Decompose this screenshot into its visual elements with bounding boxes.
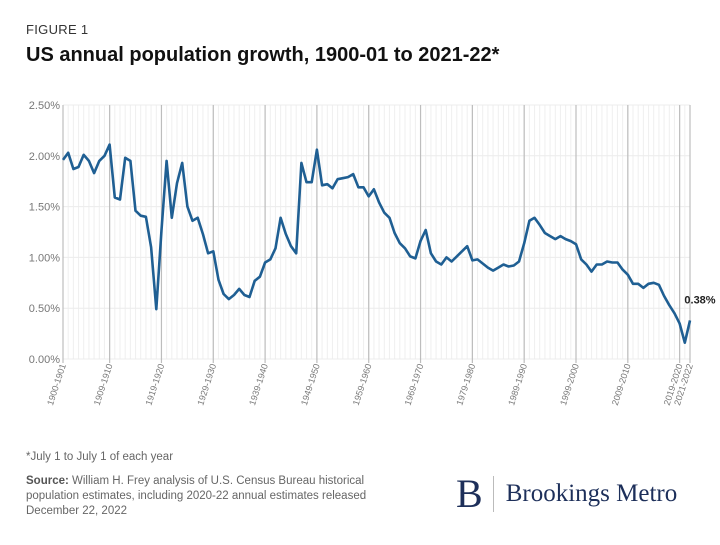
x-tick-label: 1919-1920 <box>144 363 167 407</box>
source-label: Source: <box>26 475 69 487</box>
logo-letter: B <box>456 471 483 516</box>
population-growth-line <box>61 143 692 344</box>
figure-label: FIGURE 1 <box>26 22 89 37</box>
y-tick-label: 1.00% <box>29 252 60 264</box>
x-tick-label: 1949-1950 <box>299 363 322 407</box>
x-tick-label: 1979-1980 <box>454 363 477 407</box>
x-tick-label: 1959-1960 <box>351 363 374 407</box>
data-label-last: 0.38% <box>684 294 715 306</box>
brookings-metro-logo: B Brookings Metro <box>456 474 677 514</box>
x-tick-label: 1900-1901 <box>45 363 68 407</box>
x-tick-label: 1999-2000 <box>558 363 581 407</box>
y-tick-label: 0.00% <box>29 354 60 366</box>
line-chart: 0.00% 0.50% 1.00% 1.50% 2.00% 2.50% 1900-1901 1… <box>29 100 716 407</box>
x-tick-label: 1929-1930 <box>195 363 218 407</box>
x-tick-label: 1989-1990 <box>506 363 529 407</box>
logo-name: Brookings Metro <box>505 480 678 507</box>
chart-title: US annual population growth, 1900-01 to … <box>26 44 500 66</box>
y-tick-label: 0.50% <box>29 303 60 315</box>
x-tick-label: 1969-1970 <box>403 363 426 407</box>
logo-divider <box>492 476 494 512</box>
source-text: William H. Frey analysis of U.S. Census … <box>26 475 367 517</box>
y-tick-label: 2.00% <box>29 151 60 163</box>
y-tick-label: 2.50% <box>29 100 60 112</box>
source-note: Source: William H. Frey analysis of U.S.… <box>26 474 406 519</box>
x-tick-label: 1909-1910 <box>92 363 115 407</box>
footnote: *July 1 to July 1 of each year <box>26 451 174 463</box>
x-tick-label: 1939-1940 <box>247 363 270 407</box>
x-tick-label: 2009-2010 <box>610 363 633 407</box>
y-tick-label: 1.50% <box>29 202 60 214</box>
